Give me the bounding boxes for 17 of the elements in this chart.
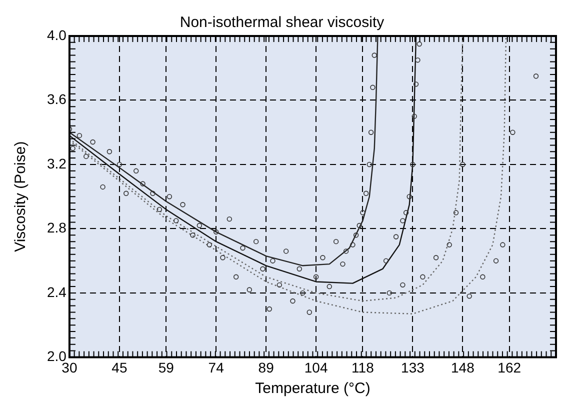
x-axis-title: Temperature (°C) bbox=[255, 380, 370, 398]
y-tick-label: 2.4 bbox=[46, 284, 67, 300]
y-tick-label: 3.2 bbox=[46, 155, 67, 172]
x-tick-label: 162 bbox=[498, 359, 522, 376]
x-tick-label: 59 bbox=[158, 359, 174, 376]
x-tick-label: 148 bbox=[451, 359, 475, 376]
x-tick-label: 118 bbox=[352, 359, 374, 376]
y-tick-label: 2.8 bbox=[46, 220, 67, 236]
y-tick-label: 4.0 bbox=[46, 26, 67, 43]
x-tick-label: 104 bbox=[304, 359, 328, 376]
chart-title: Non-isothermal shear viscosity bbox=[180, 14, 385, 32]
x-tick-label: 45 bbox=[112, 359, 128, 376]
x-tick-label: 74 bbox=[208, 359, 224, 376]
x-tick-label: 89 bbox=[258, 359, 274, 376]
x-tick-label: 133 bbox=[401, 359, 425, 376]
y-tick-label: 3.6 bbox=[46, 91, 67, 108]
y-axis-title: Viscosity (Poise) bbox=[12, 141, 30, 252]
